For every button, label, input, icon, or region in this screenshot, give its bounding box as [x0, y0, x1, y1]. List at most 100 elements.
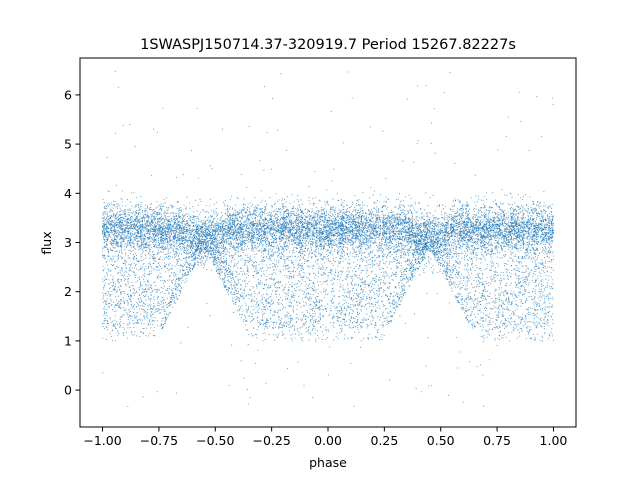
scatter-point [418, 228, 421, 230]
scatter-point [121, 243, 123, 245]
scatter-point [260, 270, 262, 272]
scatter-point [337, 230, 339, 232]
scatter-point [355, 308, 357, 310]
scatter-point [294, 220, 296, 223]
scatter-point [283, 203, 285, 205]
scatter-point [539, 300, 541, 302]
scatter-point [402, 247, 404, 250]
scatter-point [314, 313, 316, 315]
scatter-point [162, 307, 164, 309]
scatter-point [455, 336, 457, 339]
scatter-point [277, 244, 279, 246]
scatter-point [497, 251, 499, 254]
scatter-point [105, 301, 108, 303]
scatter-point [197, 252, 199, 254]
scatter-point [317, 259, 319, 261]
scatter-point [155, 291, 157, 293]
scatter-point [376, 301, 378, 304]
scatter-point [222, 279, 224, 281]
scatter-point [496, 326, 498, 328]
scatter-point [225, 239, 228, 241]
scatter-point [315, 274, 317, 276]
scatter-point [388, 212, 390, 214]
scatter-point [133, 226, 135, 229]
scatter-point [392, 243, 394, 245]
scatter-point [243, 264, 245, 266]
scatter-point [394, 215, 396, 217]
scatter-point [329, 230, 331, 232]
scatter-point [116, 299, 118, 301]
scatter-point [381, 217, 383, 219]
scatter-point [349, 292, 351, 294]
scatter-point [460, 262, 462, 264]
scatter-point [547, 215, 549, 217]
scatter-point [197, 215, 199, 217]
scatter-point [181, 286, 183, 288]
scatter-point [265, 205, 267, 207]
scatter-point [251, 260, 253, 262]
scatter-point [226, 253, 228, 255]
scatter-point [127, 213, 129, 215]
scatter-point [103, 216, 105, 218]
scatter-point [305, 320, 307, 323]
scatter-point [104, 268, 106, 270]
scatter-point [532, 312, 534, 314]
scatter-point [139, 308, 141, 310]
scatter-point [509, 340, 511, 342]
scatter-point [344, 306, 346, 308]
scatter-point [402, 267, 404, 269]
scatter-point [462, 206, 464, 208]
scatter-point [465, 245, 468, 247]
scatter-point [300, 267, 302, 269]
scatter-point [308, 243, 310, 245]
scatter-point [111, 340, 113, 342]
scatter-point [308, 339, 310, 341]
scatter-point [322, 323, 324, 326]
scatter-point [387, 323, 390, 325]
scatter-point [361, 322, 363, 324]
scatter-point [174, 275, 176, 277]
scatter-point [399, 275, 402, 277]
scatter-point [320, 212, 322, 214]
scatter-point [162, 287, 164, 289]
scatter-point [104, 284, 106, 286]
scatter-point [496, 316, 498, 318]
scatter-point [532, 232, 535, 234]
scatter-point [235, 283, 237, 285]
scatter-point [380, 271, 382, 273]
scatter-point [334, 214, 336, 216]
scatter-point [275, 294, 277, 296]
scatter-point [381, 267, 384, 270]
scatter-point [515, 286, 517, 288]
scatter-point [268, 224, 271, 227]
scatter-point [282, 214, 284, 216]
scatter-point [324, 208, 326, 210]
scatter-point [400, 224, 402, 226]
scatter-point [519, 220, 521, 222]
scatter-point [119, 224, 122, 226]
scatter-point [430, 266, 432, 269]
scatter-point [278, 327, 280, 329]
scatter-point [144, 208, 146, 210]
scatter-point [355, 300, 357, 303]
scatter-point [244, 288, 246, 290]
scatter-point [304, 215, 306, 217]
scatter-point [242, 227, 244, 229]
scatter-point [541, 247, 544, 249]
scatter-point [204, 221, 207, 224]
scatter-point [274, 321, 276, 323]
scatter-point [116, 239, 118, 241]
scatter-point [449, 262, 451, 264]
scatter-point [494, 248, 496, 250]
scatter-point [510, 250, 512, 253]
scatter-point [188, 251, 190, 253]
scatter-point [117, 273, 119, 275]
scatter-point [468, 248, 470, 250]
scatter-point [117, 323, 119, 325]
scatter-point [322, 281, 324, 283]
scatter-point [328, 229, 330, 231]
scatter-point [131, 303, 133, 305]
scatter-point [187, 248, 189, 251]
scatter-point [169, 257, 171, 259]
scatter-point [377, 296, 380, 298]
